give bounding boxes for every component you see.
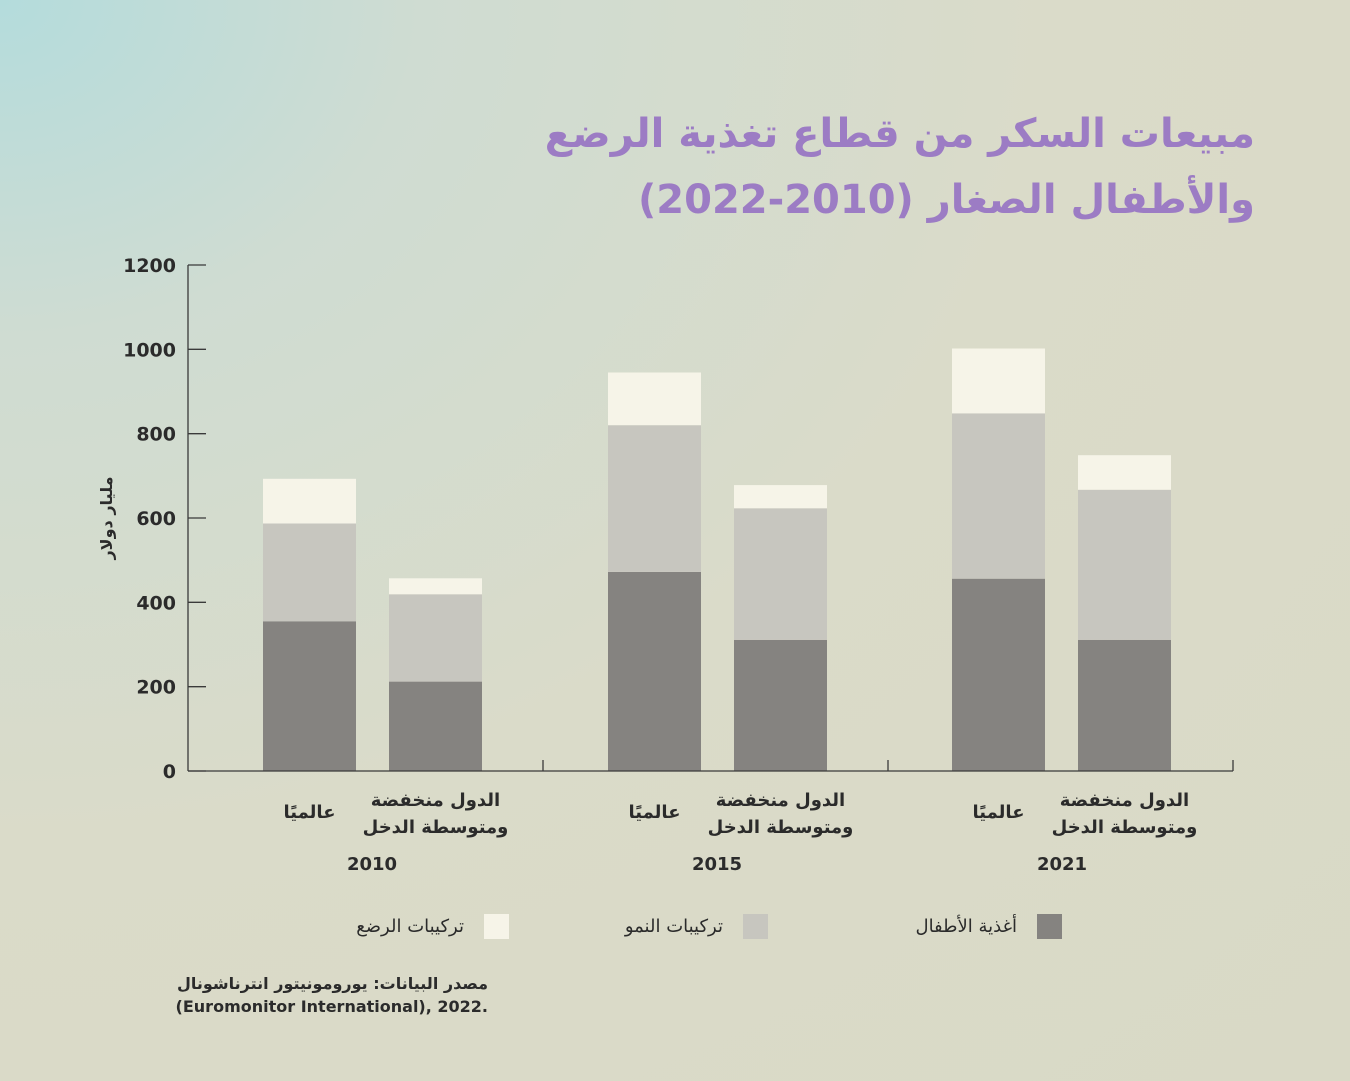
bar-segment-2015-lmic-series-2 [734,485,827,509]
y-tick-label: 1200 [123,255,176,277]
bar-segment-2010-global-series-0 [263,621,356,771]
bar-segment-2021-global-series-1 [952,413,1045,579]
category-label-line-2: ومتوسطة الدخل [1052,817,1198,838]
category-label: عالميًا [284,802,336,823]
bar-segment-2021-lmic-series-1 [1078,489,1171,640]
bar-segment-2010-lmic-series-1 [389,594,482,682]
legend-swatch-baby-food [1037,913,1062,939]
bar-segment-2015-global-series-0 [608,572,701,771]
y-tick-label: 800 [136,424,176,446]
category-label: عالميًا [973,802,1025,823]
chart-title-line-1: مبيعات السكر من قطاع تغذية الرضع [544,111,1255,157]
legend-item-baby-food: أغذية الأطفال [915,912,1062,940]
chart-title-line-2: والأطفال الصغار (2010-2022) [638,177,1255,223]
y-axis-title: مليار دولار [97,476,116,560]
category-label-line-2: ومتوسطة الدخل [708,817,854,838]
bar-segment-2010-global-series-2 [263,478,356,524]
category-label: عالميًا [629,802,681,823]
legend-label-infant-formula: تركيبات الرضع [356,915,464,937]
bar-segment-2015-global-series-2 [608,372,701,426]
bar-segment-2010-lmic-series-0 [389,681,482,771]
legend-label-baby-food: أغذية الأطفال [915,915,1017,937]
legend-swatch-infant-formula [484,913,509,939]
y-tick-label: 1000 [123,339,176,361]
source-line-2: (Euromonitor International), 2022. [175,997,488,1016]
category-label-line-2: ومتوسطة الدخل [363,817,509,838]
legend-item-growing-up-formula: تركيبات النمو [625,912,768,940]
bar-segment-2021-lmic-series-2 [1078,455,1171,490]
bar-segment-2021-global-series-2 [952,348,1045,414]
group-label-year: 2021 [1037,854,1087,875]
bar-segment-2021-global-series-0 [952,578,1045,771]
bar-segment-2010-lmic-series-2 [389,578,482,595]
bar-segment-2015-lmic-series-0 [734,639,827,771]
source-line-1: مصدر البيانات: يورومونيتور انترناشونال [177,974,488,993]
category-label-line-1: الدول منخفضة [371,790,500,811]
y-tick-label: 400 [136,592,176,614]
category-label-line-1: الدول منخفضة [1060,790,1189,811]
y-tick-label: 200 [136,677,176,699]
source-note: مصدر البيانات: يورومونيتور انترناشونال (… [88,972,488,1018]
bar-segment-2021-lmic-series-0 [1078,639,1171,771]
group-label-year: 2010 [347,854,397,875]
legend-label-growing-up-formula: تركيبات النمو [624,915,723,937]
bar-segment-2010-global-series-1 [263,523,356,622]
group-label-year: 2015 [692,854,742,875]
y-tick-label: 0 [163,761,176,783]
bar-segment-2015-lmic-series-1 [734,508,827,640]
y-tick-label: 600 [136,508,176,530]
legend-item-infant-formula: تركيبات الرضع [356,912,509,940]
bar-segment-2015-global-series-1 [608,425,701,572]
legend-swatch-growing-up-formula [743,913,768,939]
category-label-line-1: الدول منخفضة [716,790,845,811]
